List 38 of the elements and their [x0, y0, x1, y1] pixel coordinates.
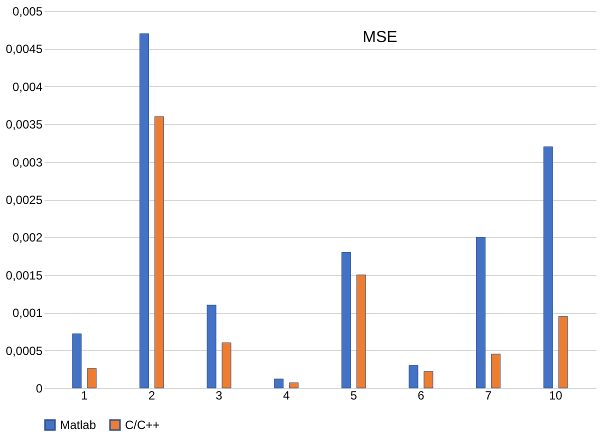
x-tick-label: 6	[418, 388, 425, 402]
bar	[491, 354, 501, 388]
bar	[543, 146, 553, 388]
bar	[72, 333, 82, 388]
bar	[139, 33, 149, 388]
x-tick-label: 4	[283, 388, 290, 402]
y-tick-label: 0,0045	[6, 42, 43, 56]
y-tick-label: 0,001	[12, 306, 43, 320]
bar	[206, 304, 216, 388]
x-tick-label: 2	[148, 388, 156, 402]
y-tick-label: 0,004	[12, 80, 43, 94]
x-tick-label: 7	[484, 388, 492, 402]
bar	[356, 274, 366, 388]
bar	[476, 236, 486, 388]
bar	[289, 382, 299, 388]
legend-label: Matlab	[60, 418, 96, 432]
x-tick-label: 5	[350, 388, 358, 402]
y-tick-label: 0,005	[12, 4, 43, 18]
bar	[87, 368, 97, 388]
y-tick-label: 0,0015	[6, 268, 43, 282]
bar	[341, 252, 351, 388]
bar	[408, 365, 418, 388]
y-tick-label: 0,003	[12, 155, 43, 170]
y-tick-label: 0,0005	[6, 344, 43, 358]
bar	[274, 378, 284, 388]
bar	[222, 342, 232, 388]
y-tick-label: 0,0025	[6, 193, 43, 207]
bar	[424, 371, 434, 388]
y-tick-label: 0,0035	[6, 118, 43, 132]
bar	[558, 316, 568, 388]
legend-label: C/C++	[125, 418, 160, 432]
x-tick-label: 3	[216, 388, 223, 402]
text: MSE	[362, 29, 398, 46]
x-tick-label: 1	[81, 388, 88, 402]
y-tick-label: 0	[36, 382, 43, 396]
y-tick-label: 0,002	[12, 230, 43, 245]
bar	[154, 116, 164, 388]
x-tick-label: 10	[548, 388, 563, 402]
